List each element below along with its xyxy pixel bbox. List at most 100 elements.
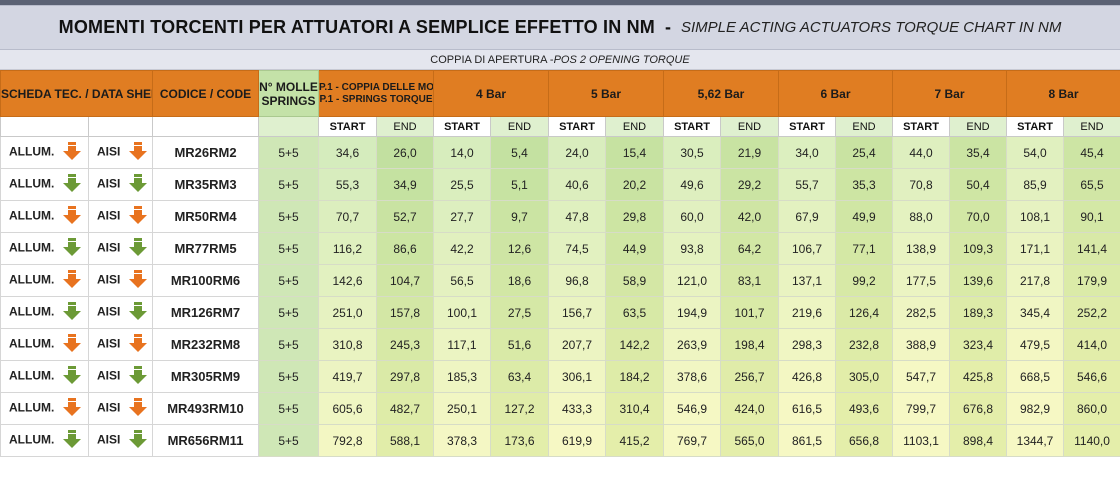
torque-end-value: 256,7 [719, 360, 780, 393]
header-pressure-5: 5 Bar [548, 70, 664, 117]
table-row: ALLUM. AISI MR232RM8 5+5 310,8 245,3 117,1 51,6… [0, 328, 1120, 361]
allum-datasheet-link[interactable]: ALLUM. [0, 168, 89, 201]
allum-datasheet-link[interactable]: ALLUM. [0, 200, 89, 233]
subheader-row: START END START END START END START END START END… [0, 116, 1120, 137]
aisi-datasheet-link[interactable]: AISI [88, 296, 153, 329]
download-arrow-icon [128, 366, 148, 387]
allum-label: ALLUM. [9, 176, 55, 191]
aisi-datasheet-link[interactable]: AISI [88, 136, 153, 169]
header-pressure-5-62: 5,62 Bar [662, 70, 780, 117]
table-row: ALLUM. AISI MR35RM3 5+5 55,3 34,9 25,5 5,1 40,6 2… [0, 168, 1120, 201]
subheader-end: END [490, 116, 549, 137]
allum-datasheet-link[interactable]: ALLUM. [0, 392, 89, 425]
aisi-datasheet-link[interactable]: AISI [88, 168, 153, 201]
torque-start-value: 185,3 [433, 360, 491, 393]
allum-datasheet-link[interactable]: ALLUM. [0, 424, 89, 457]
torque-start-value: 34,6 [318, 136, 377, 169]
torque-start-value: 34,0 [778, 136, 837, 169]
product-code: MR26RM2 [152, 136, 259, 169]
torque-end-value: 173,6 [490, 424, 549, 457]
torque-start-value: 310,8 [318, 328, 377, 361]
springs-count: 5+5 [258, 136, 319, 169]
download-arrow-icon [128, 270, 148, 291]
allum-datasheet-link[interactable]: ALLUM. [0, 360, 89, 393]
torque-start-value: 70,8 [892, 168, 951, 201]
torque-start-value: 106,7 [778, 232, 837, 265]
header-pressure-6: 6 Bar [778, 70, 894, 117]
aisi-datasheet-link[interactable]: AISI [88, 392, 153, 425]
header-pressure-7: 7 Bar [892, 70, 1008, 117]
table-row: ALLUM. AISI MR100RM6 5+5 142,6 104,7 56,5 18,6 9… [0, 264, 1120, 297]
torque-start-value: 49,6 [663, 168, 721, 201]
torque-start-value: 547,7 [892, 360, 951, 393]
page-title: MOMENTI TORCENTI PER ATTUATORI A SEMPLIC… [58, 17, 655, 37]
torque-end-value: 588,1 [376, 424, 434, 457]
springs-count: 5+5 [258, 392, 319, 425]
allum-datasheet-link[interactable]: ALLUM. [0, 296, 89, 329]
torque-start-value: 44,0 [892, 136, 951, 169]
aisi-datasheet-link[interactable]: AISI [88, 360, 153, 393]
springs-count: 5+5 [258, 424, 319, 457]
allum-datasheet-link[interactable]: ALLUM. [0, 328, 89, 361]
aisi-datasheet-link[interactable]: AISI [88, 328, 153, 361]
torque-table: SCHEDA TEC. / DATA SHEET CODICE / CODE N… [0, 70, 1120, 457]
allum-datasheet-link[interactable]: ALLUM. [0, 136, 89, 169]
table-row: ALLUM. AISI MR50RM4 5+5 70,7 52,7 27,7 9,7 47,8 2… [0, 200, 1120, 233]
torque-start-value: 282,5 [892, 296, 951, 329]
torque-end-value: 51,6 [490, 328, 549, 361]
torque-start-value: 25,5 [433, 168, 491, 201]
torque-start-value: 792,8 [318, 424, 377, 457]
torque-end-value: 415,2 [605, 424, 664, 457]
torque-end-value: 1140,0 [1063, 424, 1120, 457]
torque-start-value: 799,7 [892, 392, 951, 425]
page-title-english: SIMPLE ACTING ACTUATORS TORQUE CHART IN … [681, 19, 1062, 36]
product-code: MR126RM7 [152, 296, 259, 329]
aisi-label: AISI [97, 272, 121, 287]
torque-end-value: 142,2 [605, 328, 664, 361]
torque-end-value: 29,2 [719, 168, 780, 201]
allum-label: ALLUM. [9, 144, 55, 159]
torque-start-value: 345,4 [1006, 296, 1065, 329]
torque-start-value: 121,0 [663, 264, 721, 297]
aisi-datasheet-link[interactable]: AISI [88, 200, 153, 233]
aisi-datasheet-link[interactable]: AISI [88, 264, 153, 297]
torque-start-value: 668,5 [1006, 360, 1065, 393]
allum-label: ALLUM. [9, 304, 55, 319]
aisi-datasheet-link[interactable]: AISI [88, 424, 153, 457]
torque-start-value: 74,5 [548, 232, 606, 265]
torque-end-value: 90,1 [1063, 200, 1120, 233]
torque-end-value: 5,4 [490, 136, 549, 169]
torque-end-value: 20,2 [605, 168, 664, 201]
subheader-end: END [949, 116, 1008, 137]
aisi-label: AISI [97, 176, 121, 191]
aisi-datasheet-link[interactable]: AISI [88, 232, 153, 265]
allum-label: ALLUM. [9, 368, 55, 383]
allum-datasheet-link[interactable]: ALLUM. [0, 232, 89, 265]
header-code: CODICE / CODE [152, 70, 259, 117]
download-arrow-icon [62, 142, 82, 163]
torque-end-value: 58,9 [605, 264, 664, 297]
torque-end-value: 26,0 [376, 136, 434, 169]
subheader-blank [152, 116, 259, 137]
download-arrow-icon [62, 238, 82, 259]
torque-end-value: 52,7 [376, 200, 434, 233]
torque-start-value: 96,8 [548, 264, 606, 297]
download-arrow-icon [62, 206, 82, 227]
torque-start-value: 56,5 [433, 264, 491, 297]
title-separator: - [665, 17, 671, 37]
torque-end-value: 482,7 [376, 392, 434, 425]
torque-start-value: 177,5 [892, 264, 951, 297]
torque-end-value: 425,8 [949, 360, 1008, 393]
allum-datasheet-link[interactable]: ALLUM. [0, 264, 89, 297]
torque-start-value: 251,0 [318, 296, 377, 329]
torque-start-value: 142,6 [318, 264, 377, 297]
allum-label: ALLUM. [9, 336, 55, 351]
download-arrow-icon [128, 430, 148, 451]
torque-end-value: 139,6 [949, 264, 1008, 297]
download-arrow-icon [128, 206, 148, 227]
download-arrow-icon [128, 174, 148, 195]
springs-count: 5+5 [258, 264, 319, 297]
torque-end-value: 898,4 [949, 424, 1008, 457]
torque-start-value: 263,9 [663, 328, 721, 361]
aisi-label: AISI [97, 240, 121, 255]
